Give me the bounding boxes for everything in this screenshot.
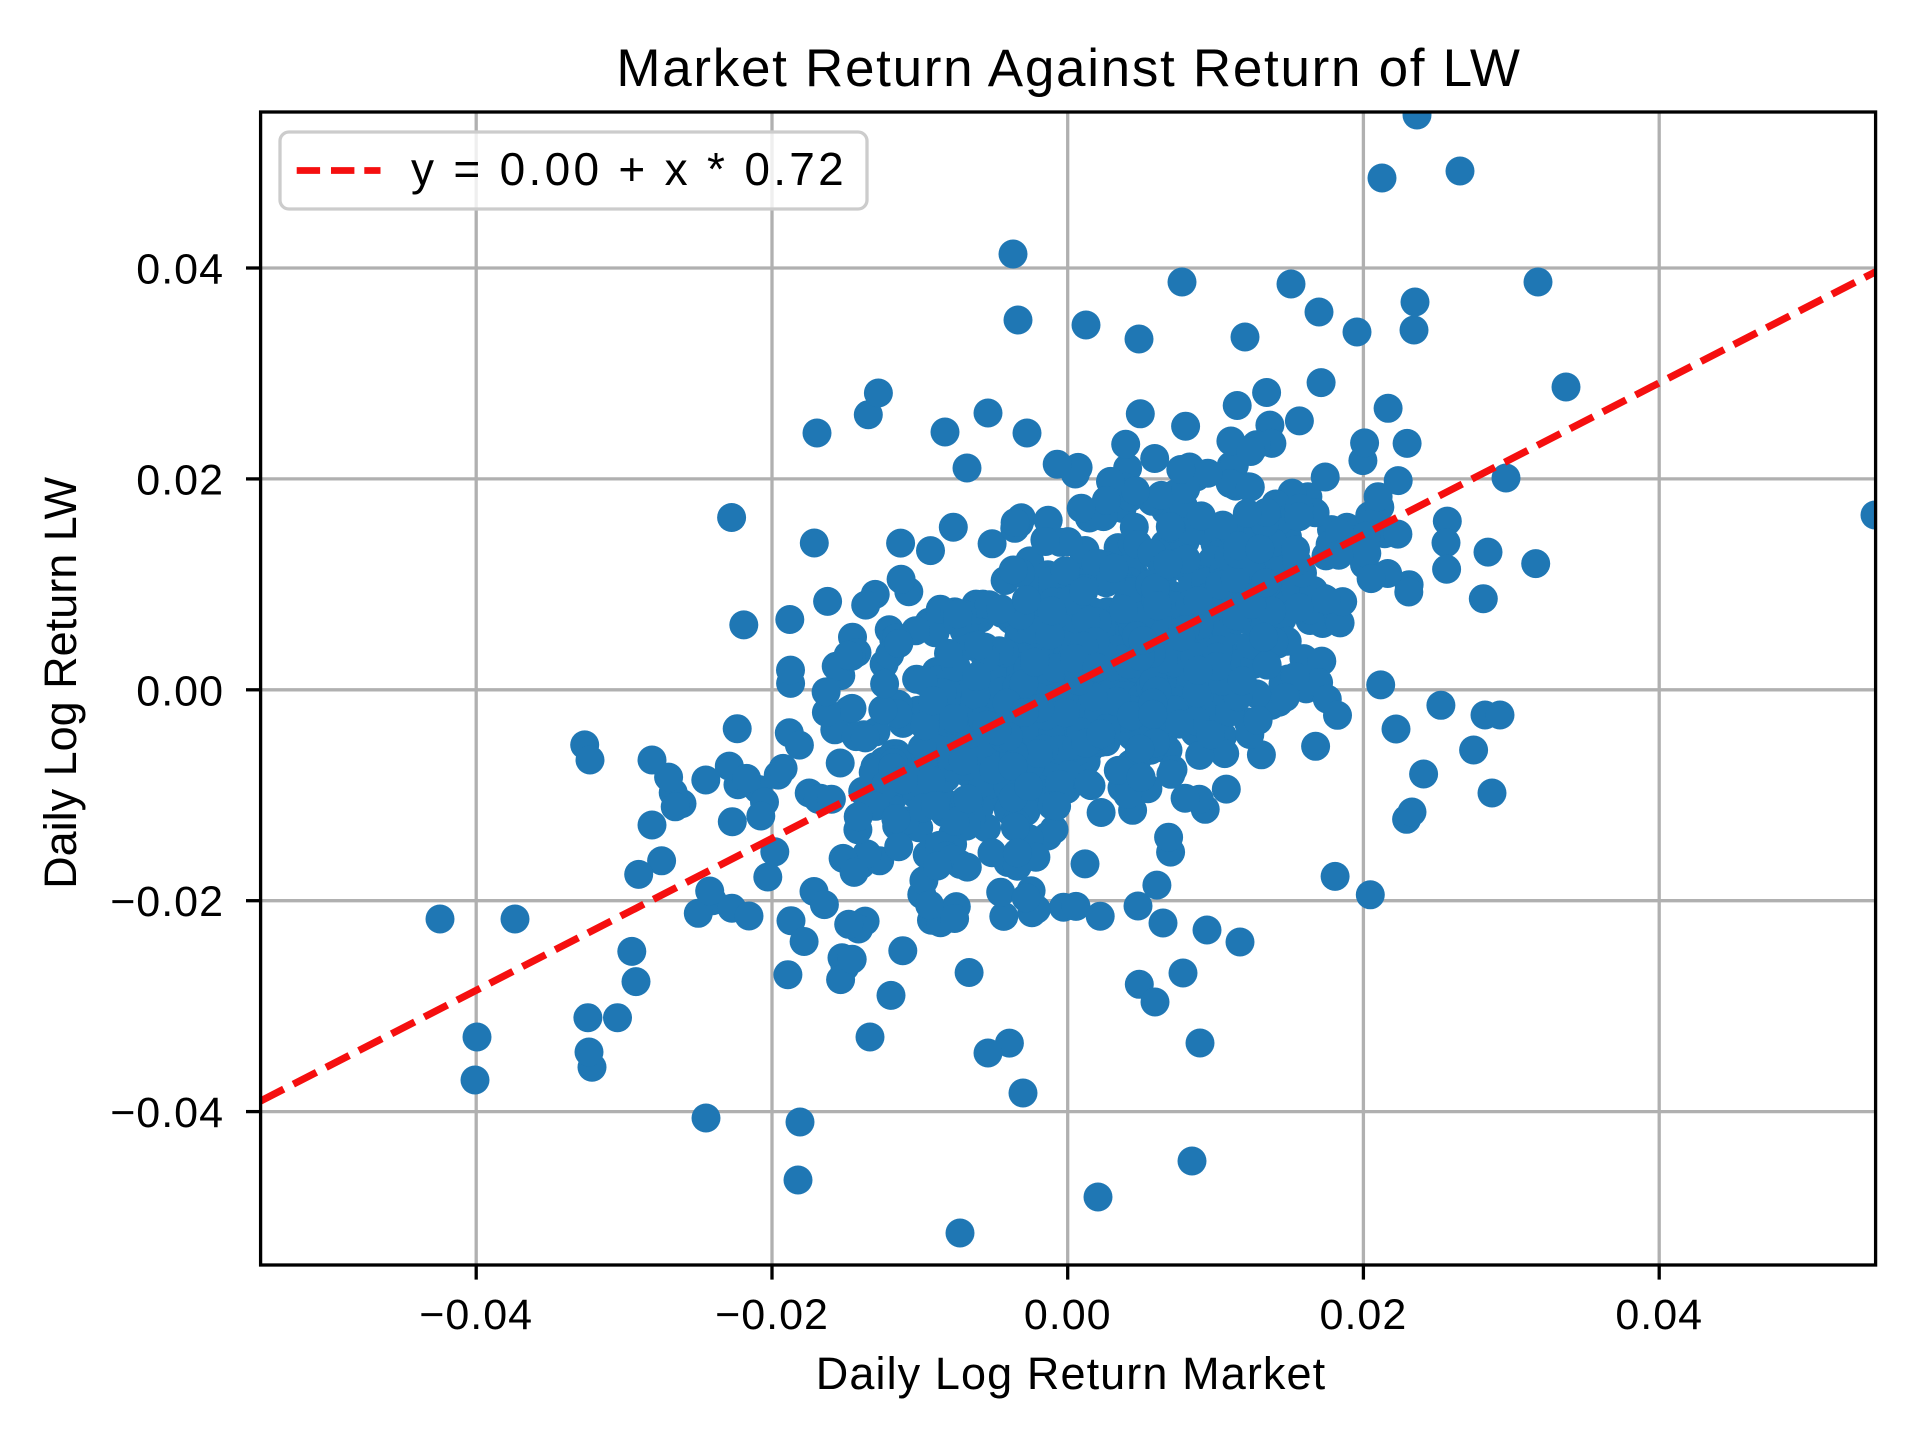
svg-text:0.04: 0.04 <box>1615 1291 1703 1339</box>
svg-text:−0.04: −0.04 <box>110 1089 224 1137</box>
svg-text:0.02: 0.02 <box>136 456 224 504</box>
svg-text:0.00: 0.00 <box>136 667 224 715</box>
svg-text:Daily Log Return Market: Daily Log Return Market <box>816 1348 1327 1399</box>
svg-text:−0.04: −0.04 <box>419 1291 533 1339</box>
svg-text:Market Return Against Return o: Market Return Against Return of LW <box>616 39 1521 98</box>
svg-text:−0.02: −0.02 <box>715 1291 829 1339</box>
svg-text:Daily Log Return LW: Daily Log Return LW <box>35 477 86 889</box>
svg-text:−0.02: −0.02 <box>110 878 224 926</box>
svg-text:0.02: 0.02 <box>1320 1291 1408 1339</box>
svg-text:0.00: 0.00 <box>1024 1291 1112 1339</box>
svg-text:y = 0.00 + x * 0.72: y = 0.00 + x * 0.72 <box>411 143 847 195</box>
svg-text:0.04: 0.04 <box>136 246 224 294</box>
